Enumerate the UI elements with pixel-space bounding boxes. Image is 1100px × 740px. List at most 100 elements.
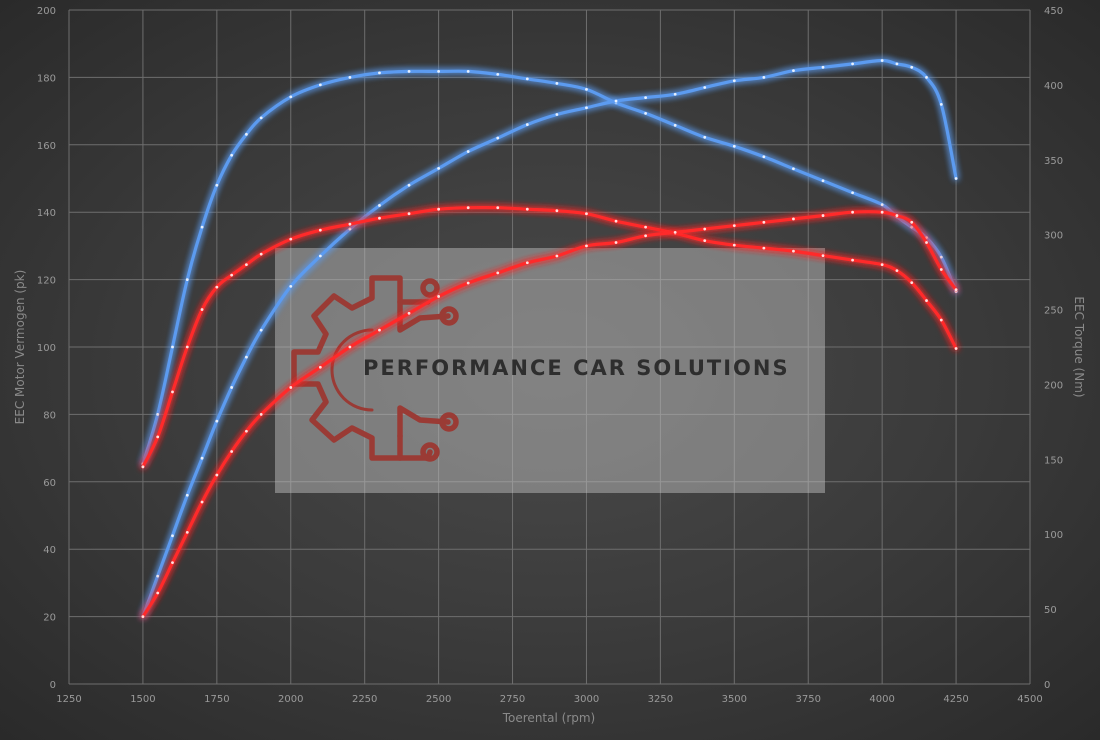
series-point	[156, 574, 160, 578]
y-left-tick-label: 100	[37, 343, 56, 354]
series-point	[585, 106, 588, 110]
series-point	[939, 268, 943, 271]
y-left-tick-label: 160	[37, 141, 56, 152]
series-point	[215, 285, 219, 289]
series-point	[185, 278, 189, 281]
series-point	[555, 81, 559, 85]
x-tick-label: 2500	[426, 694, 451, 705]
series-point	[348, 345, 352, 349]
x-tick-label: 2750	[500, 694, 525, 705]
series-point	[407, 70, 411, 73]
series-point	[200, 500, 204, 504]
series-point	[792, 167, 795, 171]
watermark-panel	[275, 248, 825, 493]
y-right-tick-label: 450	[1044, 6, 1063, 17]
series-point	[644, 111, 647, 115]
series-point	[614, 241, 618, 244]
series-point	[289, 386, 293, 389]
y-left-tick-label: 0	[50, 680, 56, 691]
series-point	[259, 116, 263, 120]
x-tick-label: 1250	[56, 694, 81, 705]
series-point	[171, 345, 174, 349]
series-point	[732, 243, 736, 247]
x-tick-label: 3750	[796, 694, 821, 705]
series-point	[880, 203, 884, 207]
x-tick-label: 3250	[648, 694, 673, 705]
series-point	[954, 288, 958, 292]
x-axis-title: Toerental (rpm)	[502, 711, 595, 725]
series-point	[525, 77, 529, 81]
series-point	[703, 239, 707, 243]
series-point	[466, 206, 470, 210]
series-point	[673, 231, 677, 234]
y-right-tick-label: 400	[1044, 81, 1063, 92]
series-point	[185, 345, 189, 349]
y-right-tick-label: 50	[1044, 605, 1057, 616]
series-point	[230, 450, 234, 453]
series-point	[378, 71, 381, 75]
series-point	[215, 183, 219, 187]
y-right-tick-label: 150	[1044, 455, 1063, 466]
series-point	[318, 365, 322, 369]
series-point	[762, 76, 766, 79]
series-point	[230, 153, 234, 157]
series-point	[230, 273, 234, 277]
series-point	[496, 206, 500, 210]
series-point	[703, 86, 707, 89]
series-point	[585, 212, 588, 216]
series-point	[732, 79, 736, 83]
series-point	[762, 246, 766, 250]
y-right-tick-label: 200	[1044, 380, 1063, 391]
series-point	[318, 254, 322, 258]
series-point	[732, 224, 736, 228]
y-left-tick-label: 200	[37, 6, 56, 17]
y-right-tick-label: 350	[1044, 156, 1063, 167]
series-point	[614, 99, 618, 103]
series-point	[792, 249, 795, 253]
series-point	[378, 204, 381, 207]
series-point	[156, 413, 160, 416]
series-point	[348, 76, 352, 79]
series-point	[851, 258, 854, 262]
series-point	[245, 132, 248, 136]
series-point	[821, 65, 825, 69]
y-right-tick-label: 250	[1044, 306, 1063, 317]
x-tick-label: 3500	[722, 694, 747, 705]
series-point	[732, 144, 736, 148]
series-point	[348, 227, 352, 231]
series-point	[230, 386, 234, 389]
series-point	[925, 241, 928, 244]
series-point	[496, 136, 500, 140]
series-point	[156, 435, 160, 439]
series-point	[644, 234, 647, 238]
series-point	[851, 191, 854, 195]
y-left-tick-label: 180	[37, 73, 56, 84]
series-point	[259, 413, 263, 416]
x-tick-label: 4500	[1017, 694, 1042, 705]
series-point	[614, 219, 618, 223]
series-point	[880, 59, 884, 62]
series-point	[821, 254, 825, 258]
watermark-text: PERFORMANCE CAR SOLUTIONS	[363, 356, 790, 380]
gear-circuit-icon	[291, 275, 459, 462]
series-point	[644, 96, 647, 100]
x-tick-label: 4250	[943, 694, 968, 705]
series-point	[289, 284, 293, 288]
series-point	[259, 252, 263, 256]
series-point	[703, 135, 707, 139]
series-point	[851, 62, 854, 66]
series-point	[289, 237, 293, 241]
series-point	[348, 222, 352, 226]
x-tick-label: 1500	[130, 694, 155, 705]
series-point	[555, 254, 559, 258]
series-point	[555, 209, 559, 213]
y-left-tick-label: 20	[43, 613, 56, 624]
series-point	[555, 113, 559, 116]
series-point	[466, 281, 470, 285]
series-point	[792, 217, 795, 221]
series-point	[496, 73, 500, 76]
series-point	[821, 179, 825, 183]
y-left-tick-label: 80	[43, 410, 56, 421]
series-point	[185, 530, 189, 534]
